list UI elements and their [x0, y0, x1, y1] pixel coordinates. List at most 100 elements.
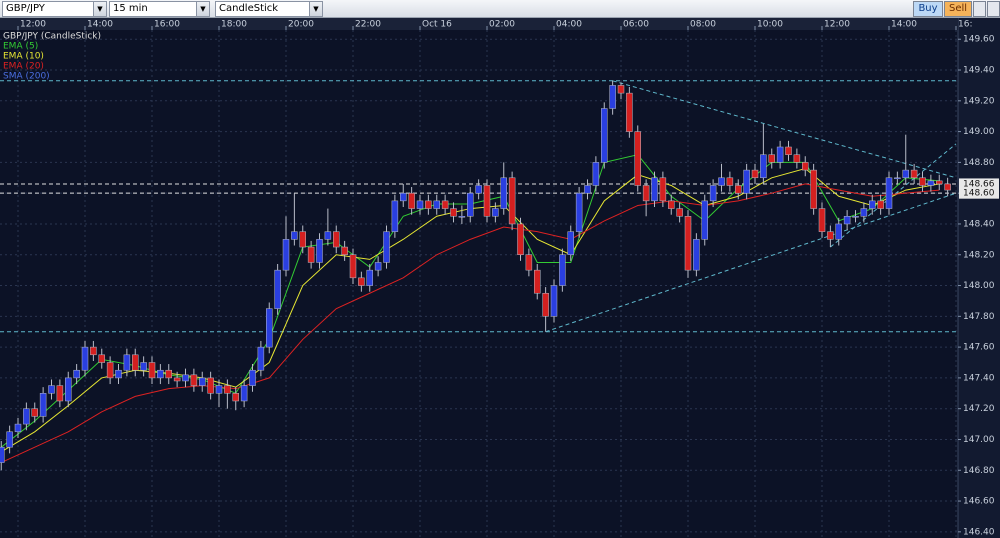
candle-body — [517, 223, 524, 256]
tool-button[interactable] — [973, 1, 986, 17]
candle-body — [500, 177, 507, 209]
candle-body — [852, 216, 859, 218]
legend-entry: SMA (200) — [3, 72, 50, 82]
candle-body — [425, 200, 432, 209]
sell-button[interactable]: Sell — [944, 1, 972, 17]
x-tick-label: 22:00 — [355, 20, 381, 30]
candle-body — [458, 216, 466, 218]
candle-body — [575, 192, 583, 232]
interval-select[interactable]: 15 min ▼ — [109, 1, 210, 17]
x-tick-label: 02:00 — [489, 20, 515, 30]
candle-body — [894, 177, 901, 180]
candle-body — [827, 231, 834, 240]
style-select[interactable]: CandleStick ▼ — [215, 1, 323, 17]
candle-body — [316, 239, 323, 263]
candle-body — [299, 231, 306, 248]
candle-body — [919, 177, 926, 186]
candle-body — [0, 446, 5, 463]
price-marker-label: 148.66 — [963, 179, 995, 189]
y-tick-label: 147.80 — [963, 312, 995, 322]
candle-body — [224, 385, 231, 394]
candle-body — [366, 269, 373, 286]
candle-body — [215, 385, 223, 394]
candle-body — [132, 354, 139, 371]
symbol-select[interactable]: GBP/JPY ▼ — [2, 1, 107, 17]
tool-button[interactable] — [987, 1, 1000, 17]
candle-body — [182, 374, 189, 382]
candle-body — [408, 192, 415, 209]
x-tick-label: 12:00 — [20, 20, 46, 30]
legend-entry: EMA (5) — [3, 42, 38, 52]
legend-entry: EMA (20) — [3, 62, 44, 72]
candle-body — [333, 231, 340, 248]
candle-body — [23, 408, 30, 425]
candle-body — [123, 354, 131, 371]
candle-body — [232, 393, 239, 402]
candle-body — [701, 200, 708, 240]
candle-body — [400, 192, 407, 202]
candle-body — [492, 208, 499, 217]
candle-body — [450, 208, 457, 217]
candle-body — [676, 208, 683, 217]
candle-body — [684, 216, 692, 271]
candle-body — [927, 180, 935, 186]
toolbar: GBP/JPY ▼ 15 min ▼ CandleStick ▼ Buy Sell — [0, 0, 1000, 18]
candle-body — [609, 85, 616, 109]
candle-body — [467, 192, 474, 217]
candle-body — [944, 183, 951, 191]
legend-entry: EMA (10) — [3, 52, 44, 62]
x-tick-label: 06:00 — [623, 20, 649, 30]
candle-body — [266, 308, 273, 348]
candle-body — [818, 208, 826, 232]
candle-body — [391, 200, 399, 232]
x-tick-label: 10:00 — [757, 20, 783, 30]
trendline — [545, 192, 957, 333]
candle-body — [559, 254, 566, 286]
x-tick-label: 08:00 — [690, 20, 716, 30]
x-tick-label: 14:00 — [87, 20, 113, 30]
candle-body — [651, 177, 658, 202]
candle-body — [584, 185, 591, 194]
candle-body — [81, 346, 89, 371]
candle-body — [810, 169, 817, 209]
candle-body — [56, 385, 64, 402]
y-tick-label: 146.40 — [963, 527, 995, 537]
legend-entry: GBP/JPY (CandleStick) — [3, 32, 101, 42]
candle-body — [207, 377, 214, 394]
price-axis — [958, 18, 1000, 538]
candle-body — [910, 169, 918, 179]
candle-body — [257, 346, 265, 371]
y-tick-label: 148.00 — [963, 281, 995, 291]
candle-body — [475, 185, 482, 194]
candle-body — [601, 108, 608, 163]
candle-body — [115, 369, 122, 379]
candle-body — [776, 146, 784, 163]
candle-body — [642, 185, 650, 202]
candle-body — [525, 254, 533, 271]
candle-body — [726, 177, 734, 186]
candle-body — [374, 262, 382, 271]
candle-body — [802, 162, 809, 171]
x-tick-label: 20:00 — [288, 20, 314, 30]
interval: 15 min — [113, 3, 148, 14]
y-tick-label: 148.20 — [963, 250, 995, 260]
buy-button[interactable]: Buy — [913, 1, 943, 17]
x-tick-label: 16: — [958, 20, 972, 30]
y-tick-label: 149.20 — [963, 96, 995, 106]
y-tick-label: 147.20 — [963, 404, 995, 414]
candle-body — [860, 208, 868, 217]
candle-body — [885, 177, 893, 209]
candle-body — [441, 200, 449, 209]
candle-body — [534, 269, 541, 294]
candle-body — [157, 369, 164, 379]
candle-body — [65, 377, 72, 402]
x-tick-label: 16:00 — [154, 20, 180, 30]
x-tick-label: 18:00 — [221, 20, 247, 30]
candle-body — [751, 169, 759, 179]
candle-body — [542, 292, 549, 317]
candle-body — [358, 277, 365, 286]
y-tick-label: 149.40 — [963, 66, 995, 76]
x-tick-label: 12:00 — [824, 20, 850, 30]
candle-body — [173, 377, 181, 382]
